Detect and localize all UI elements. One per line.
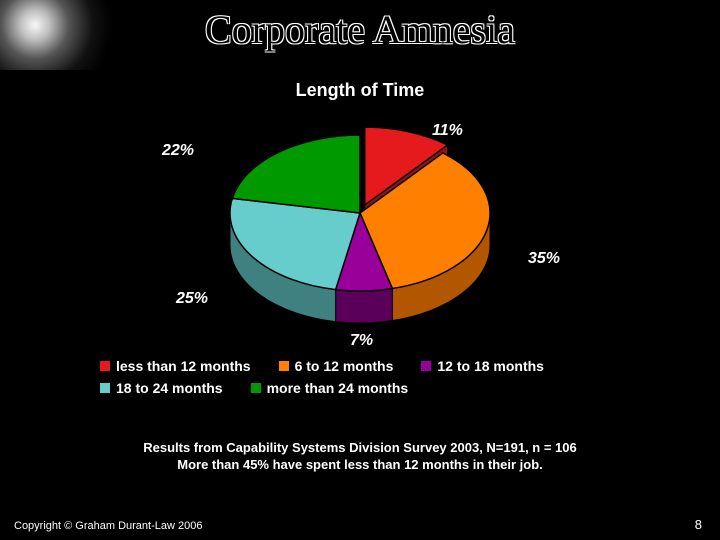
- caption: Results from Capability Systems Division…: [0, 440, 720, 474]
- chart-title: Length of Time: [80, 80, 640, 101]
- caption-line-2: More than 45% have spent less than 12 mo…: [177, 457, 543, 472]
- data-label-4: 22%: [162, 142, 194, 160]
- legend-swatch-icon: [100, 383, 110, 393]
- page-number: 8: [695, 517, 702, 532]
- data-label-2: 7%: [350, 332, 373, 350]
- data-label-0: 11%: [432, 122, 463, 140]
- legend-item: 18 to 24 months: [100, 380, 223, 396]
- legend-label: less than 12 months: [116, 358, 251, 374]
- legend-item: 12 to 18 months: [421, 358, 544, 374]
- legend-label: more than 24 months: [267, 380, 409, 396]
- legend-item: 6 to 12 months: [279, 358, 394, 374]
- caption-line-1: Results from Capability Systems Division…: [143, 440, 577, 455]
- legend-swatch-icon: [251, 383, 261, 393]
- legend-row: 18 to 24 months more than 24 months: [100, 380, 620, 396]
- legend-swatch-icon: [100, 361, 110, 371]
- slide: Corporate Amnesia Length of Time 11% 35%…: [0, 0, 720, 540]
- legend-item: less than 12 months: [100, 358, 251, 374]
- data-label-1: 35%: [528, 250, 560, 268]
- pie-chart: Length of Time 11% 35% 7% 25% 22% less t…: [80, 80, 640, 410]
- legend-label: 6 to 12 months: [295, 358, 394, 374]
- legend-swatch-icon: [279, 361, 289, 371]
- legend-label: 12 to 18 months: [437, 358, 544, 374]
- data-label-3: 25%: [176, 290, 208, 308]
- legend-label: 18 to 24 months: [116, 380, 223, 396]
- copyright: Copyright © Graham Durant-Law 2006: [14, 520, 202, 532]
- pie-graphic: [210, 118, 510, 338]
- legend-swatch-icon: [421, 361, 431, 371]
- legend-row: less than 12 months 6 to 12 months 12 to…: [100, 358, 620, 374]
- legend: less than 12 months 6 to 12 months 12 to…: [100, 358, 620, 402]
- legend-item: more than 24 months: [251, 380, 409, 396]
- slide-title: Corporate Amnesia: [0, 6, 720, 53]
